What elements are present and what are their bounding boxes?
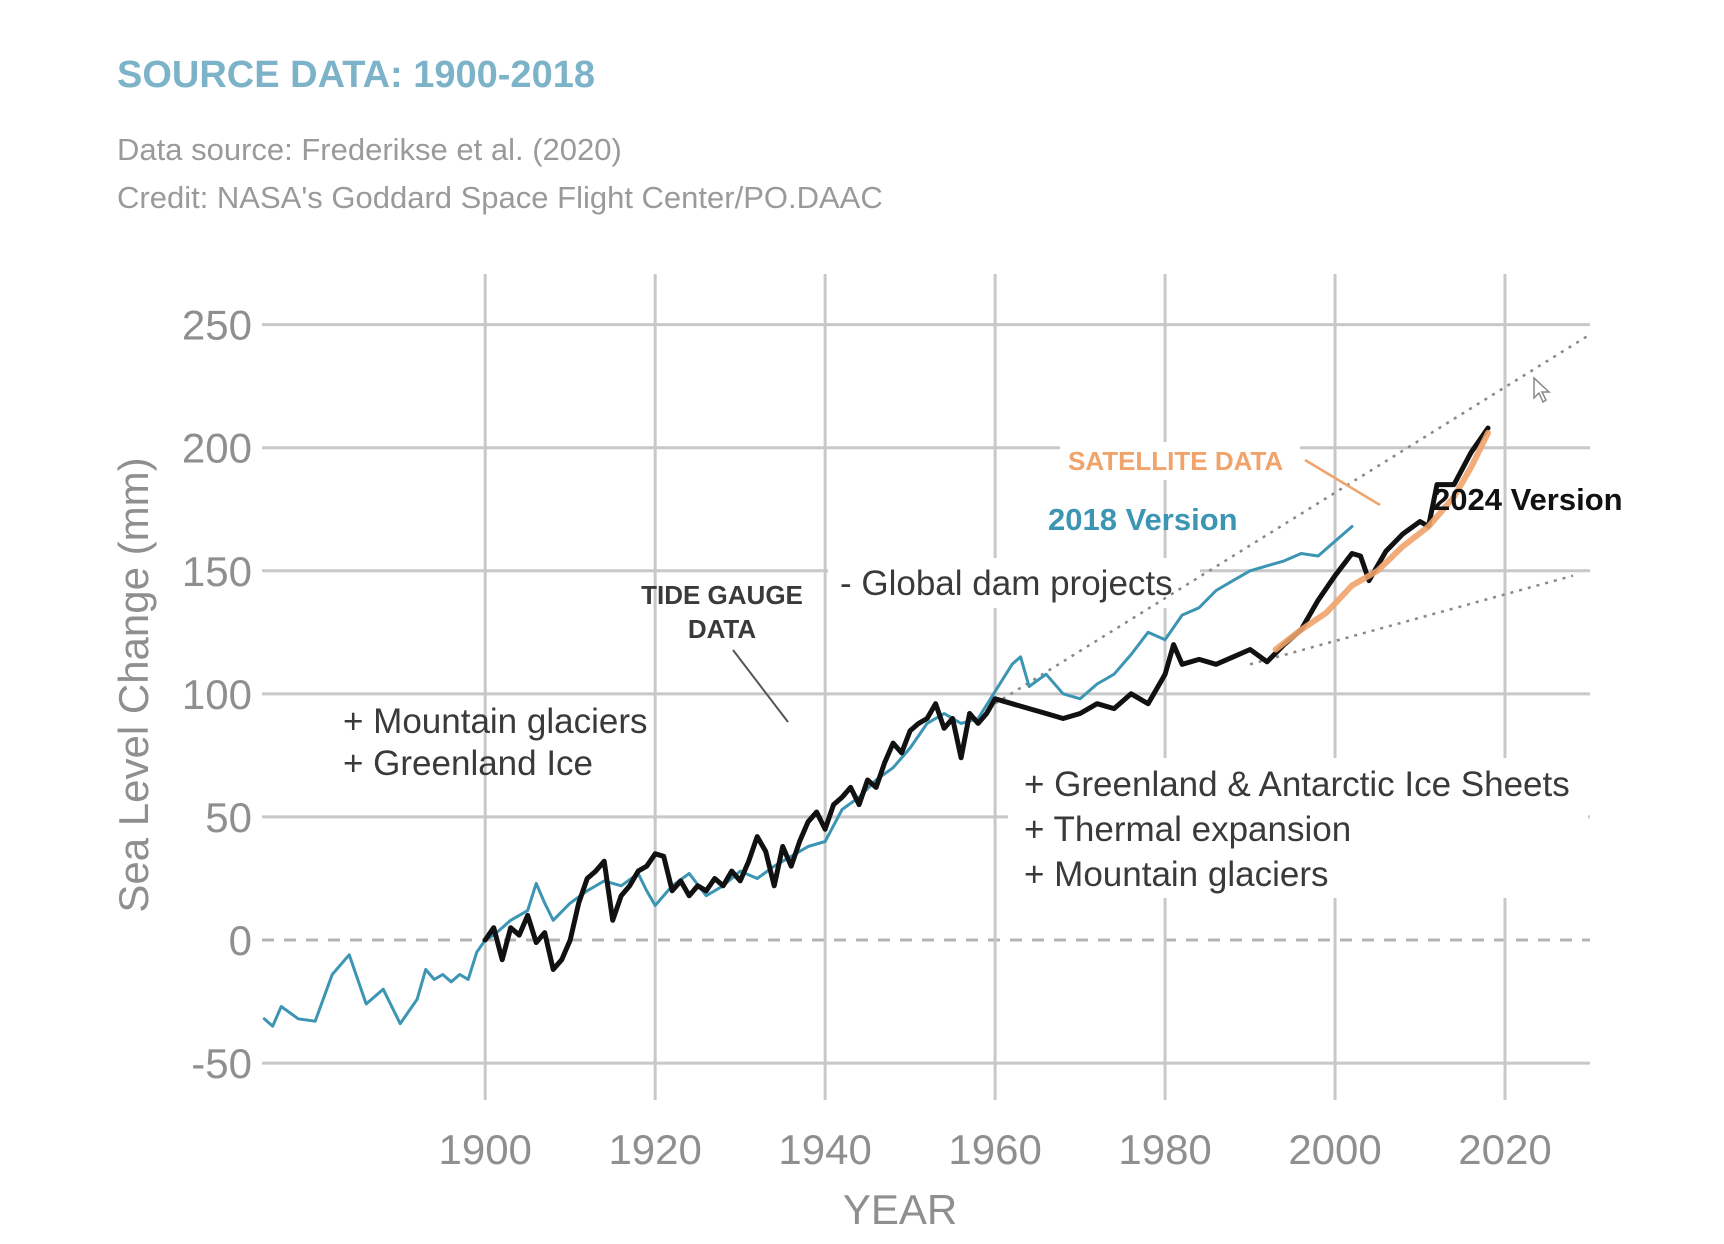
series-satellite-line bbox=[1272, 429, 1491, 653]
data-source-line: Data source: Frederikse et al. (2020) bbox=[117, 132, 622, 167]
trend-lower-line bbox=[1249, 574, 1574, 666]
dam-annotation-box bbox=[828, 558, 1200, 608]
series-2018-version-line bbox=[262, 525, 1354, 1028]
annotation-thermal-expansion: + Thermal expansion bbox=[1024, 810, 1351, 849]
annotation-satellite-data: SATELLITE DATA bbox=[1068, 446, 1283, 476]
annotation-tide-gauge-line2: DATA bbox=[688, 614, 757, 644]
x-tick-label: 1980 bbox=[1118, 1126, 1211, 1173]
annotation-2024-version: 2024 Version bbox=[1433, 482, 1623, 517]
annotation-mountain-glaciers-2: + Mountain glaciers bbox=[1024, 855, 1328, 894]
y-tick-label: -50 bbox=[191, 1040, 252, 1087]
credit-line: Credit: NASA's Goddard Space Flight Cent… bbox=[117, 180, 883, 215]
annotation-mountain-glaciers-1: + Mountain glaciers bbox=[343, 702, 647, 741]
tide-gauge-leader bbox=[732, 649, 789, 723]
axis-ticks: -50 0 50 100 150 200 250 1900 1920 1940 1960 1980 20… bbox=[182, 302, 1552, 1173]
y-tick-label: 150 bbox=[182, 548, 252, 595]
annotation-global-dam: - Global dam projects bbox=[840, 564, 1173, 603]
x-tick-label: 1920 bbox=[608, 1126, 701, 1173]
y-tick-label: 100 bbox=[182, 671, 252, 718]
series-2024-version-line bbox=[482, 425, 1491, 972]
x-tick-label: 1960 bbox=[948, 1126, 1041, 1173]
trend-lines bbox=[994, 333, 1591, 705]
x-tick-label: 1940 bbox=[778, 1126, 871, 1173]
y-axis-label: Sea Level Change (mm) bbox=[110, 457, 157, 912]
y-tick-label: 250 bbox=[182, 302, 252, 349]
x-tick-label: 2000 bbox=[1288, 1126, 1381, 1173]
series-lines bbox=[262, 425, 1491, 1028]
x-axis-label: YEAR bbox=[843, 1186, 957, 1233]
annotation-ice-sheets: + Greenland & Antarctic Ice Sheets bbox=[1024, 765, 1570, 804]
satellite-annotation-box bbox=[1060, 442, 1300, 480]
annotation-greenland-ice: + Greenland Ice bbox=[343, 744, 593, 783]
source-title: SOURCE DATA: 1900-2018 bbox=[117, 54, 595, 96]
satellite-leader bbox=[1304, 458, 1381, 507]
y-tick-label: 0 bbox=[229, 917, 252, 964]
annotation-tide-gauge-line1: TIDE GAUGE bbox=[641, 580, 803, 610]
x-tick-label: 1900 bbox=[438, 1126, 531, 1173]
x-tick-label: 2020 bbox=[1458, 1126, 1551, 1173]
mechanisms-annotation-box bbox=[1008, 758, 1588, 898]
y-tick-label: 200 bbox=[182, 425, 252, 472]
annotation-2018-version: 2018 Version bbox=[1048, 502, 1238, 537]
cursor-icon bbox=[1533, 376, 1551, 404]
y-tick-label: 50 bbox=[205, 794, 252, 841]
